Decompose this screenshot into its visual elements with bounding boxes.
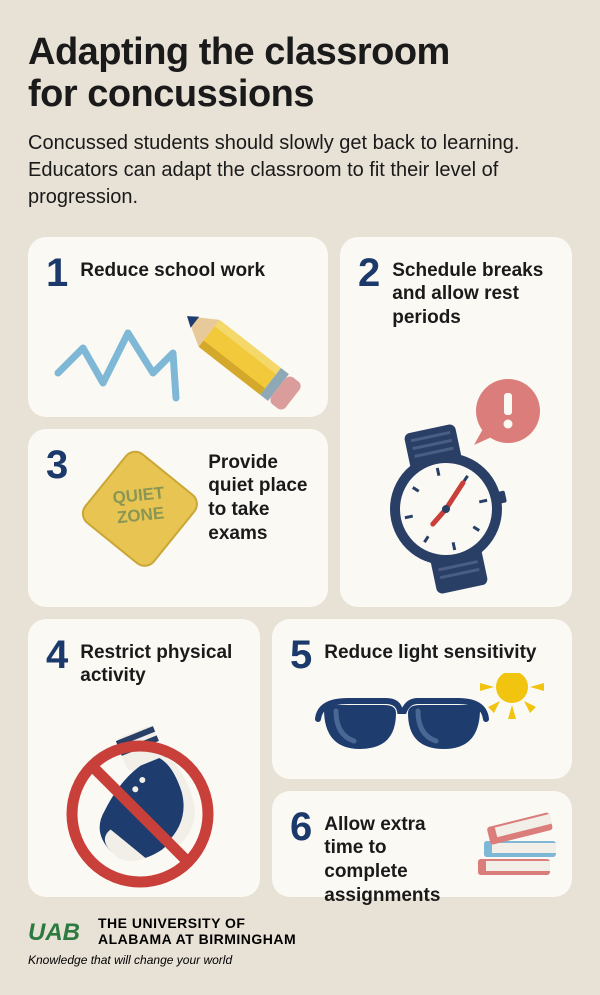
card-label: Reduce light sensitivity — [324, 641, 536, 665]
watch-icon — [356, 369, 556, 599]
org-name-line-2: ALABAMA AT BIRMINGHAM — [98, 932, 296, 947]
card-number: 1 — [46, 253, 68, 293]
card-number: 5 — [290, 635, 312, 675]
title-line-1: Adapting the classroom — [28, 31, 450, 73]
page-title: Adapting the classroom for concussions — [28, 32, 572, 116]
card-restrict-activity: 4 Restrict physical activity — [28, 619, 260, 897]
card-label: Schedule breaks and allow rest periods — [392, 259, 554, 330]
card-reduce-work: 1 Reduce school work — [28, 237, 328, 417]
card-number: 6 — [290, 807, 312, 847]
shoe-prohibited-icon — [48, 716, 238, 891]
card-light-sensitivity: 5 Reduce light sensitivity — [272, 619, 572, 779]
footer-tagline: Knowledge that will change your world — [28, 953, 296, 967]
card-schedule-breaks: 2 Schedule breaks and allow rest periods — [340, 237, 572, 607]
cards-grid: 1 Reduce school work 2 Sche — [28, 237, 572, 897]
card-extra-time: 6 Allow extra time to complete assignmen… — [272, 791, 572, 897]
page-subtitle: Concussed students should slowly get bac… — [28, 130, 572, 211]
card-label: Restrict physical activity — [80, 641, 242, 689]
sunglasses-sun-icon — [288, 673, 558, 773]
uab-logo-icon: UAB — [28, 918, 92, 946]
books-icon — [472, 805, 562, 885]
quiet-zone-sign-icon: QUIET ZONE — [78, 445, 198, 575]
card-number: 3 — [46, 445, 68, 485]
card-number: 2 — [358, 253, 380, 293]
card-quiet-place: 3 QUIET ZONE Provide quiet place to take… — [28, 429, 328, 607]
card-label: Allow extra time to complete assignments — [324, 813, 464, 908]
org-name-line-1: THE UNIVERSITY OF — [98, 916, 296, 931]
svg-text:UAB: UAB — [28, 919, 80, 946]
footer: UAB THE UNIVERSITY OF ALABAMA AT BIRMING… — [28, 916, 296, 967]
card-number: 4 — [46, 635, 68, 675]
card-label: Provide quiet place to take exams — [208, 451, 308, 546]
title-line-2: for concussions — [28, 73, 314, 115]
pencil-icon — [48, 303, 308, 413]
card-label: Reduce school work — [80, 259, 265, 283]
